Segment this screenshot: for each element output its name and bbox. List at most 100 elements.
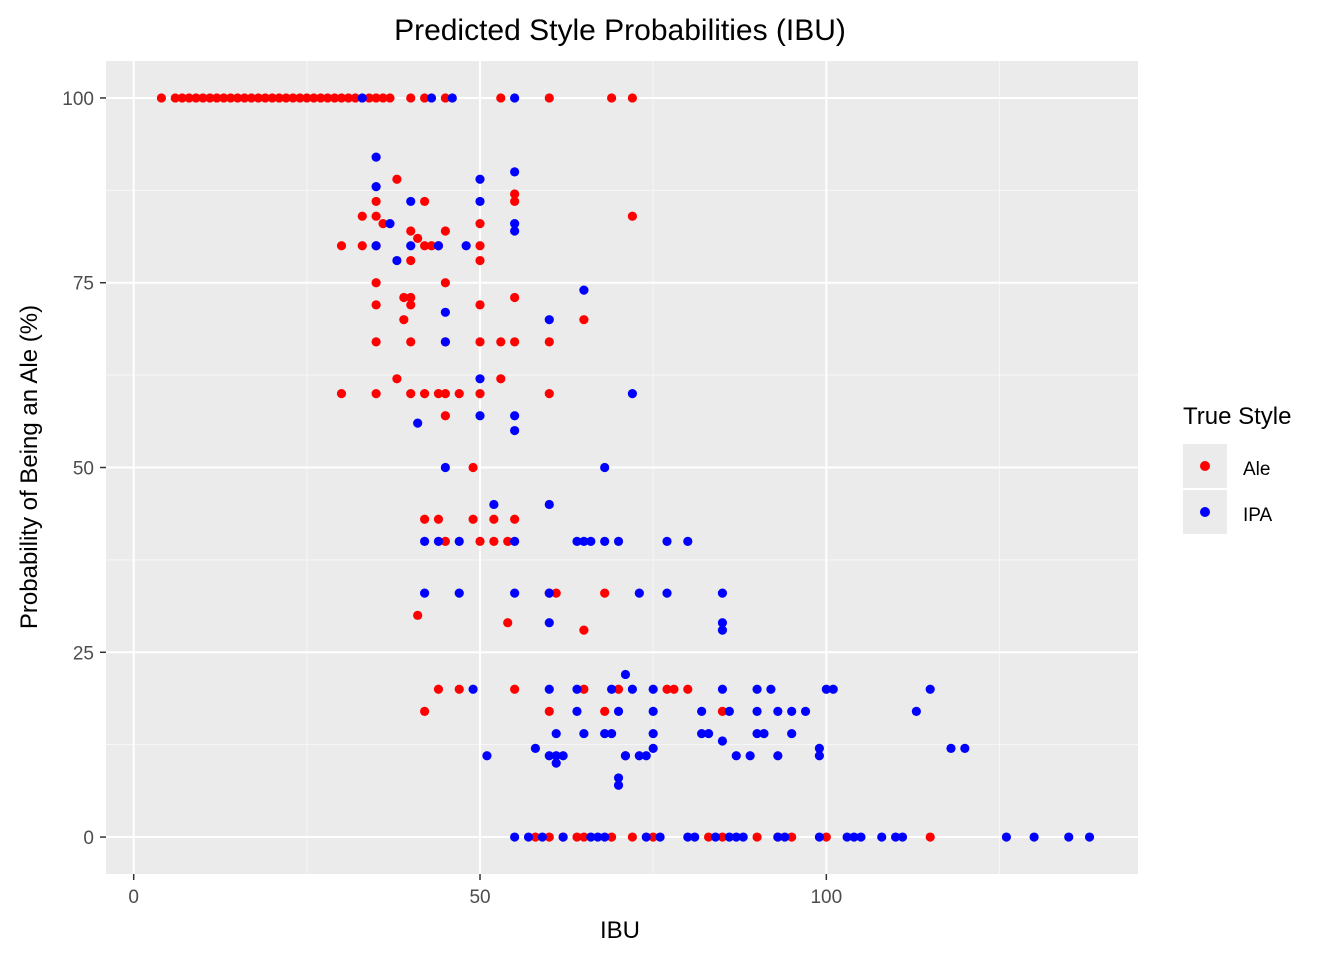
data-point-ale — [392, 174, 402, 184]
data-point-ale — [371, 196, 381, 207]
data-point-ipa — [724, 832, 734, 842]
data-point-ipa — [745, 751, 755, 761]
data-point-ale — [420, 706, 430, 717]
data-point-ipa — [648, 728, 658, 739]
data-point-ale — [627, 211, 637, 221]
data-point-ale — [510, 196, 520, 207]
data-point-ipa — [683, 832, 693, 842]
data-point-ale — [420, 514, 430, 524]
data-point-ipa — [766, 684, 776, 694]
data-point-ale — [468, 462, 478, 473]
y-tick-label: 50 — [73, 459, 94, 480]
data-point-ale — [544, 337, 554, 347]
data-point-ipa — [371, 182, 381, 192]
data-point-ale — [600, 588, 610, 598]
data-point-ale — [413, 233, 423, 243]
data-point-ipa — [461, 241, 471, 251]
data-point-ale — [343, 93, 354, 103]
data-point-ipa — [558, 751, 568, 761]
data-point-ipa — [537, 832, 547, 842]
data-point-ipa — [717, 588, 728, 598]
data-point-ale — [420, 241, 430, 251]
data-point-ipa — [662, 588, 672, 598]
data-point-ipa — [710, 832, 721, 842]
data-point-ale — [267, 93, 277, 103]
data-point-ale — [406, 93, 416, 103]
data-point-ale — [510, 292, 520, 303]
data-point-ale — [440, 278, 450, 288]
data-point-ale — [309, 93, 319, 103]
data-point-ale — [468, 514, 478, 524]
data-point-ale — [821, 832, 831, 842]
data-point-ale — [357, 241, 367, 251]
data-point-ale — [613, 684, 624, 694]
legend-key-ale — [1200, 461, 1210, 471]
data-point-ale — [406, 255, 416, 266]
data-point-ipa — [530, 743, 541, 753]
data-point-ale — [413, 610, 423, 620]
data-point-ale — [406, 388, 416, 399]
data-point-ale — [440, 411, 450, 421]
data-point-ipa — [731, 751, 741, 761]
data-point-ale — [787, 832, 797, 842]
data-point-ale — [579, 832, 589, 842]
data-point-ale — [205, 93, 215, 103]
data-point-ipa — [773, 832, 783, 842]
data-point-ipa — [475, 374, 485, 384]
data-point-ale — [392, 374, 402, 384]
data-point-ipa — [510, 832, 520, 842]
data-point-ipa — [814, 751, 824, 761]
data-point-ale — [475, 255, 485, 266]
data-point-ipa — [544, 499, 554, 510]
data-point-ale — [600, 706, 610, 717]
data-point-ale — [475, 388, 485, 399]
x-tick-label: 0 — [128, 887, 139, 908]
data-point-ipa — [780, 832, 790, 842]
data-point-ale — [433, 514, 444, 524]
data-point-ale — [683, 684, 693, 694]
data-point-ipa — [613, 536, 624, 547]
data-point-ipa — [551, 728, 561, 739]
data-point-ale — [510, 514, 520, 524]
y-tick-label: 100 — [62, 89, 94, 110]
data-point-ale — [288, 93, 298, 103]
data-point-ipa — [510, 425, 520, 436]
data-point-ale — [475, 337, 485, 347]
data-point-ipa — [613, 706, 624, 717]
data-point-ale — [156, 93, 167, 103]
data-point-ale — [496, 374, 506, 384]
data-point-ale — [433, 388, 444, 399]
y-tick-label: 75 — [73, 274, 94, 295]
x-axis-title: IBU — [600, 917, 640, 944]
legend-label-ale: Ale — [1243, 459, 1270, 480]
data-point-ipa — [648, 684, 658, 694]
data-point-ipa — [572, 684, 582, 694]
data-points — [156, 93, 1095, 842]
data-point-ipa — [613, 773, 624, 783]
data-point-ipa — [475, 174, 485, 184]
legend-key-ipa — [1200, 507, 1210, 517]
data-point-ipa — [1001, 832, 1012, 842]
data-point-ipa — [662, 536, 672, 547]
data-point-ale — [371, 300, 381, 310]
data-point-ipa — [759, 728, 769, 739]
data-point-ipa — [593, 832, 603, 842]
data-point-ipa — [544, 751, 554, 761]
data-point-ipa — [717, 684, 728, 694]
data-point-ale — [420, 388, 430, 399]
data-point-ale — [510, 337, 520, 347]
data-point-ipa — [724, 706, 734, 717]
data-point-ale — [475, 300, 485, 310]
data-point-ipa — [572, 536, 582, 547]
data-point-ipa — [897, 832, 908, 842]
data-point-ale — [551, 588, 561, 598]
data-point-ale — [579, 315, 589, 325]
data-point-ipa — [357, 93, 367, 103]
data-point-ale — [357, 211, 367, 221]
data-point-ipa — [627, 684, 637, 694]
legend-title: True Style — [1183, 403, 1291, 430]
data-point-ipa — [600, 832, 610, 842]
data-point-ale — [544, 832, 554, 842]
data-point-ale — [385, 93, 395, 103]
data-point-ale — [420, 93, 430, 103]
